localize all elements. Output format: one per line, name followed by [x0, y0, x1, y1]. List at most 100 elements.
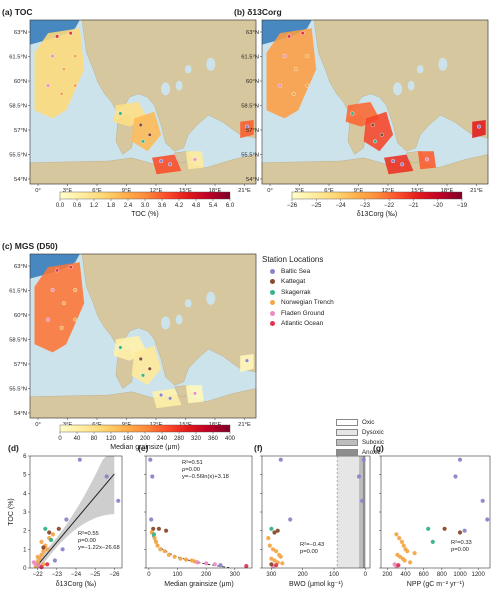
data-point: [52, 558, 58, 563]
colorbar-tick-label: 1.8: [107, 203, 116, 209]
colorbar-tick-label: 3.0: [141, 203, 150, 209]
lat-label: 63°N: [14, 264, 27, 270]
stats-annotation: y=−1.22x−26.68: [78, 545, 120, 551]
colorbar-tick-label: 6.0: [226, 203, 235, 209]
legend-dot: [270, 279, 275, 285]
data-point: [77, 457, 82, 462]
map-data-region: [131, 111, 162, 152]
legend-label: Atlantic Ocean: [281, 320, 324, 328]
data-point: [151, 526, 156, 531]
map-lake: [393, 82, 403, 96]
x-tick-label: −24: [71, 572, 82, 578]
x-axis-label: BWO (μmol kg⁻¹): [289, 581, 343, 588]
map-lake: [175, 80, 183, 91]
data-point: [266, 536, 271, 541]
colorbar-tick-label: 40: [74, 436, 81, 442]
y-tick-label: 1: [23, 547, 27, 553]
map-data-region: [363, 111, 394, 152]
map-station-point: [192, 157, 197, 162]
data-point: [41, 545, 46, 550]
x-tick-label: −22: [33, 572, 44, 578]
map-station-point: [118, 345, 123, 350]
lat-label: 55.5°N: [241, 153, 259, 159]
data-point: [274, 563, 279, 568]
map-station-point: [59, 91, 64, 96]
fit-line: [35, 473, 115, 568]
map-station-point: [55, 268, 60, 273]
map-station-point: [73, 54, 78, 59]
data-point: [204, 561, 209, 566]
y-tick-label: 4: [23, 491, 27, 497]
legend-item-fladen: Fladen Ground: [262, 308, 492, 319]
map-station-point: [400, 162, 405, 167]
chart-d: 0 1 2 3 4 5 6 −22 −23 −24 −25 −26 δ13Corg (‰) TOC (%)…: [8, 443, 123, 588]
chart-g: 200 400 600 800 1000 1200 NPP (gC m⁻² yr⁻¹) (g)…: [373, 443, 491, 588]
data-point: [218, 563, 223, 568]
data-point: [274, 549, 279, 554]
map-station-point: [61, 67, 66, 72]
data-point: [412, 551, 417, 556]
data-point: [480, 498, 485, 503]
map-frame: [29, 253, 257, 419]
lon-label: 3°E: [63, 188, 73, 194]
data-point: [278, 457, 283, 462]
data-point: [152, 536, 157, 541]
data-point: [269, 556, 274, 561]
oxygen-legend-item: Dysoxic: [336, 427, 384, 437]
data-point: [408, 560, 413, 565]
lat-label: 55.5°N: [9, 387, 27, 393]
map-station-point: [147, 366, 152, 371]
map-station-point: [68, 31, 73, 36]
map-lake: [161, 316, 171, 330]
x-tick-label: 100: [329, 572, 340, 578]
map-station-point: [46, 317, 51, 322]
colorbar-label: Median grainsize (μm): [110, 444, 179, 451]
map-lake: [161, 82, 171, 96]
colorbar: [59, 191, 231, 200]
data-point: [399, 539, 404, 545]
data-point: [402, 558, 407, 563]
legend-label: Skagerrak: [281, 288, 311, 296]
data-point: [280, 561, 285, 566]
confidence-band: [35, 456, 115, 568]
lon-label: 15°E: [179, 188, 192, 194]
x-tick-label: 800: [437, 572, 448, 578]
x-tick-label: 400: [401, 572, 412, 578]
legend-dot: [270, 300, 275, 306]
data-point: [278, 554, 283, 559]
map-station-point: [138, 356, 143, 361]
lat-label: 61.5°N: [9, 55, 27, 61]
x-tick-label: 200: [201, 572, 212, 578]
map-station-point: [140, 139, 145, 144]
lat-label: 54°N: [246, 177, 259, 183]
map-station-point: [50, 288, 55, 293]
oxygen-swatch: [336, 418, 358, 426]
lat-label: 60°N: [14, 79, 27, 85]
colorbar: [59, 424, 231, 433]
data-point: [47, 530, 52, 535]
map-station-point: [305, 83, 310, 88]
oxygen-label: Dysoxic: [362, 428, 384, 436]
data-point: [405, 549, 410, 554]
legend-item-atlantic: Atlantic Ocean: [262, 319, 492, 330]
data-point: [272, 558, 277, 563]
lat-label: 61.5°N: [241, 55, 259, 61]
station-legend: Station Locations Baltic Sea Kattegat Skag…: [262, 255, 492, 329]
map-b: (b) δ13Corg 63°N 61.5°N 60°N 58.5°N 57°N 55.5°…: [234, 7, 489, 218]
lon-label: 15°E: [411, 188, 424, 194]
data-point: [39, 539, 44, 545]
stats-annotation: ρ=0.00: [182, 467, 200, 473]
maps-layer: (a) TOC 63°N 61.5°N 60°N 58.5°N 57°N 55.5°N 54°…: [2, 7, 489, 451]
map-data-region: [266, 28, 317, 119]
lon-label: 9°E: [122, 188, 132, 194]
map-station-point: [287, 34, 292, 39]
data-point: [49, 537, 54, 543]
lon-label: 6°E: [324, 188, 334, 194]
legend-item-kattegat: Kattegat: [262, 277, 492, 288]
legend-item-norwegian: Norwegian Trench: [262, 298, 492, 309]
data-point: [41, 549, 46, 554]
data-point: [244, 564, 249, 569]
map-station-point: [159, 159, 164, 164]
panel-title: (d): [8, 443, 19, 453]
map-station-point: [68, 265, 73, 270]
